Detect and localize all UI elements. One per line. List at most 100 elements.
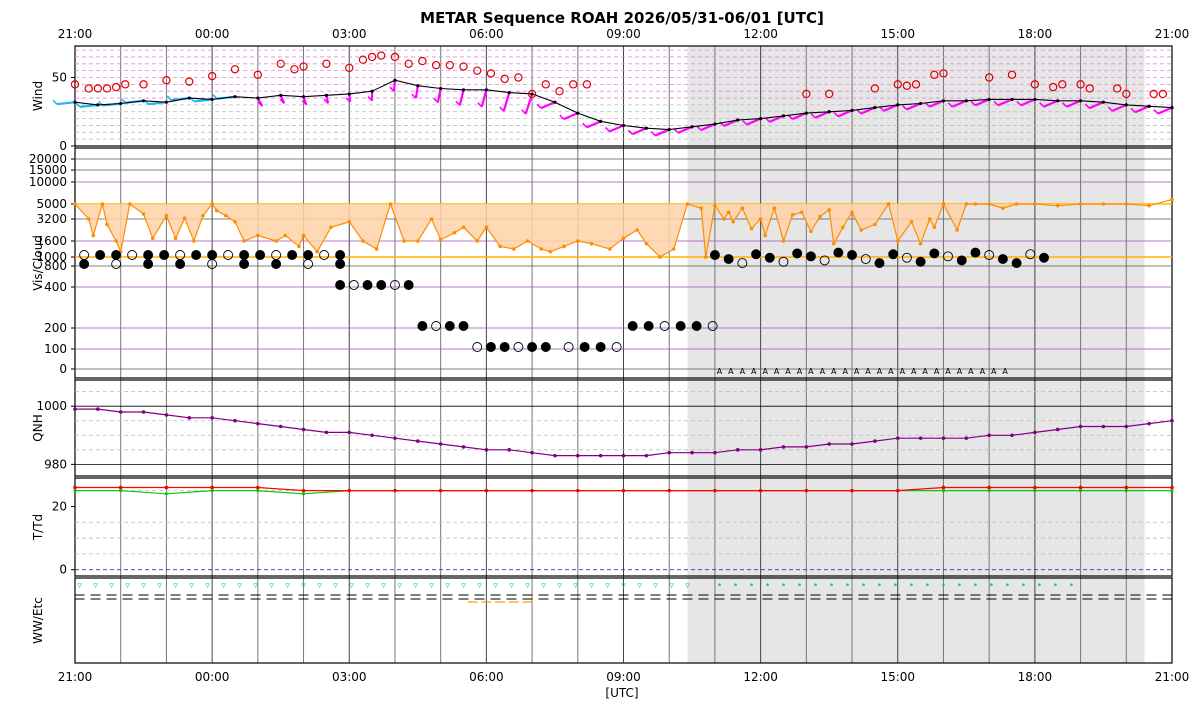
x-tick-label-bottom: 03:00 [332, 670, 367, 684]
wind-barb-flag [924, 102, 931, 108]
wx-shower-symbol: • [973, 581, 978, 591]
wx-shower-symbol: ▿ [685, 581, 690, 591]
qnh-point [1055, 427, 1060, 432]
wind-gust-point [1122, 89, 1131, 99]
dewpoint-point [210, 489, 214, 493]
cloud-symbol [643, 321, 654, 331]
wind-barb [586, 120, 602, 129]
dewpoint-point [1170, 489, 1174, 493]
wind-barb-flag [559, 114, 565, 120]
wx-shower-symbol: • [749, 581, 754, 591]
wx-shower-symbol: • [1053, 581, 1058, 591]
visibility-point [671, 247, 676, 251]
wind-gust-point [445, 60, 455, 70]
qnh-point [187, 416, 192, 420]
cloud-symbol [472, 342, 483, 352]
wind-gust-point [939, 69, 948, 78]
wind-gust-point [1030, 80, 1040, 89]
wx-shower-symbol: • [845, 581, 850, 591]
cloud-symbol [709, 250, 720, 260]
panel-frame-wind [74, 45, 1173, 147]
vis-tick-label: 400 [44, 280, 67, 294]
qnh-point [667, 450, 672, 455]
visibility-point [1124, 202, 1129, 206]
cloud-symbol [751, 249, 762, 260]
wx-shower-symbol: ▿ [93, 581, 98, 591]
wind-speed-point [301, 95, 306, 99]
cloud-symbol [675, 321, 686, 331]
visibility-point [781, 239, 786, 243]
temperature-point [1124, 485, 1129, 490]
wind-speed-point [667, 127, 671, 132]
qnh-point [1010, 433, 1014, 438]
wind-barb-flag [810, 113, 816, 119]
cloud-amount-marker: A [751, 367, 757, 376]
wind-speed-point [1124, 103, 1128, 107]
cloud-symbol [970, 247, 981, 258]
wind-gust-point [1048, 82, 1058, 92]
wind-barb [392, 80, 397, 92]
x-tick-label-top: 06:00 [469, 27, 504, 41]
wx-shower-symbol: • [1005, 581, 1010, 591]
cloud-symbol [143, 259, 154, 269]
visibility-point [841, 225, 845, 230]
wx-shower-symbol: ▿ [669, 581, 674, 591]
cloud-symbol [723, 254, 734, 264]
qnh-point [96, 407, 100, 411]
wind-gust-point [1007, 70, 1017, 79]
cloud-symbol [376, 280, 387, 290]
cloud-symbol [175, 250, 186, 260]
visibility-point [685, 202, 690, 206]
qnh-point [804, 445, 809, 449]
wind-barb-flag [433, 97, 439, 104]
wx-shower-symbol: ▿ [477, 581, 482, 591]
wind-gust-point [230, 65, 240, 74]
wind-speed-point [1033, 97, 1037, 102]
cloud-amount-marker: A [968, 367, 974, 376]
vis-tick-label: 100 [44, 342, 67, 356]
wind-gust-point [893, 80, 902, 89]
panel-frame-wx [74, 577, 1173, 664]
visibility-point [201, 213, 205, 218]
wind-barb [860, 106, 876, 115]
visibility-point [1001, 206, 1005, 210]
wind-barb [1066, 99, 1082, 108]
cloud-symbol [239, 259, 250, 269]
panel-frame-qnh [74, 379, 1173, 477]
chart-title: METAR Sequence ROAH 2026/05/31-06/01 [UT… [420, 9, 824, 27]
wind-barb-flag [787, 114, 793, 120]
wind-speed-point [507, 90, 511, 95]
visibility-point [809, 229, 813, 234]
cloud-symbol [627, 321, 638, 331]
visibility-point [790, 213, 795, 217]
wx-shower-symbol: • [1037, 581, 1042, 591]
wx-shower-symbol: ▿ [333, 581, 338, 591]
wind-gust-point [367, 52, 377, 62]
visibility-point [850, 210, 854, 215]
qnh-tick-label: 980 [44, 457, 67, 471]
visibility-point [1014, 202, 1019, 206]
qnh-point [621, 453, 626, 458]
visibility-point [548, 249, 553, 254]
cloud-symbol [997, 254, 1008, 264]
cloud-symbol [417, 321, 428, 331]
wind-barb [436, 88, 442, 103]
wind-gust-point [290, 65, 299, 74]
cloud-symbol [792, 248, 803, 259]
visibility-point [562, 244, 566, 249]
wind-barb [746, 117, 762, 126]
cloud-symbol [335, 259, 346, 269]
wind-speed-point [164, 100, 169, 104]
cloud-amount-marker: A [911, 367, 917, 376]
wind-tick-label: 50 [52, 71, 67, 85]
wind-barb-flag [257, 101, 263, 107]
wind-speed-point [347, 92, 351, 96]
qnh-point [278, 424, 283, 429]
visibility-point [731, 219, 735, 224]
visibility-point [429, 217, 434, 221]
visibility-point [539, 247, 544, 251]
visibility-point [1147, 203, 1151, 208]
wind-barb-flag [521, 109, 527, 115]
wind-speed-point [621, 123, 626, 128]
wind-gust-point [473, 66, 482, 75]
